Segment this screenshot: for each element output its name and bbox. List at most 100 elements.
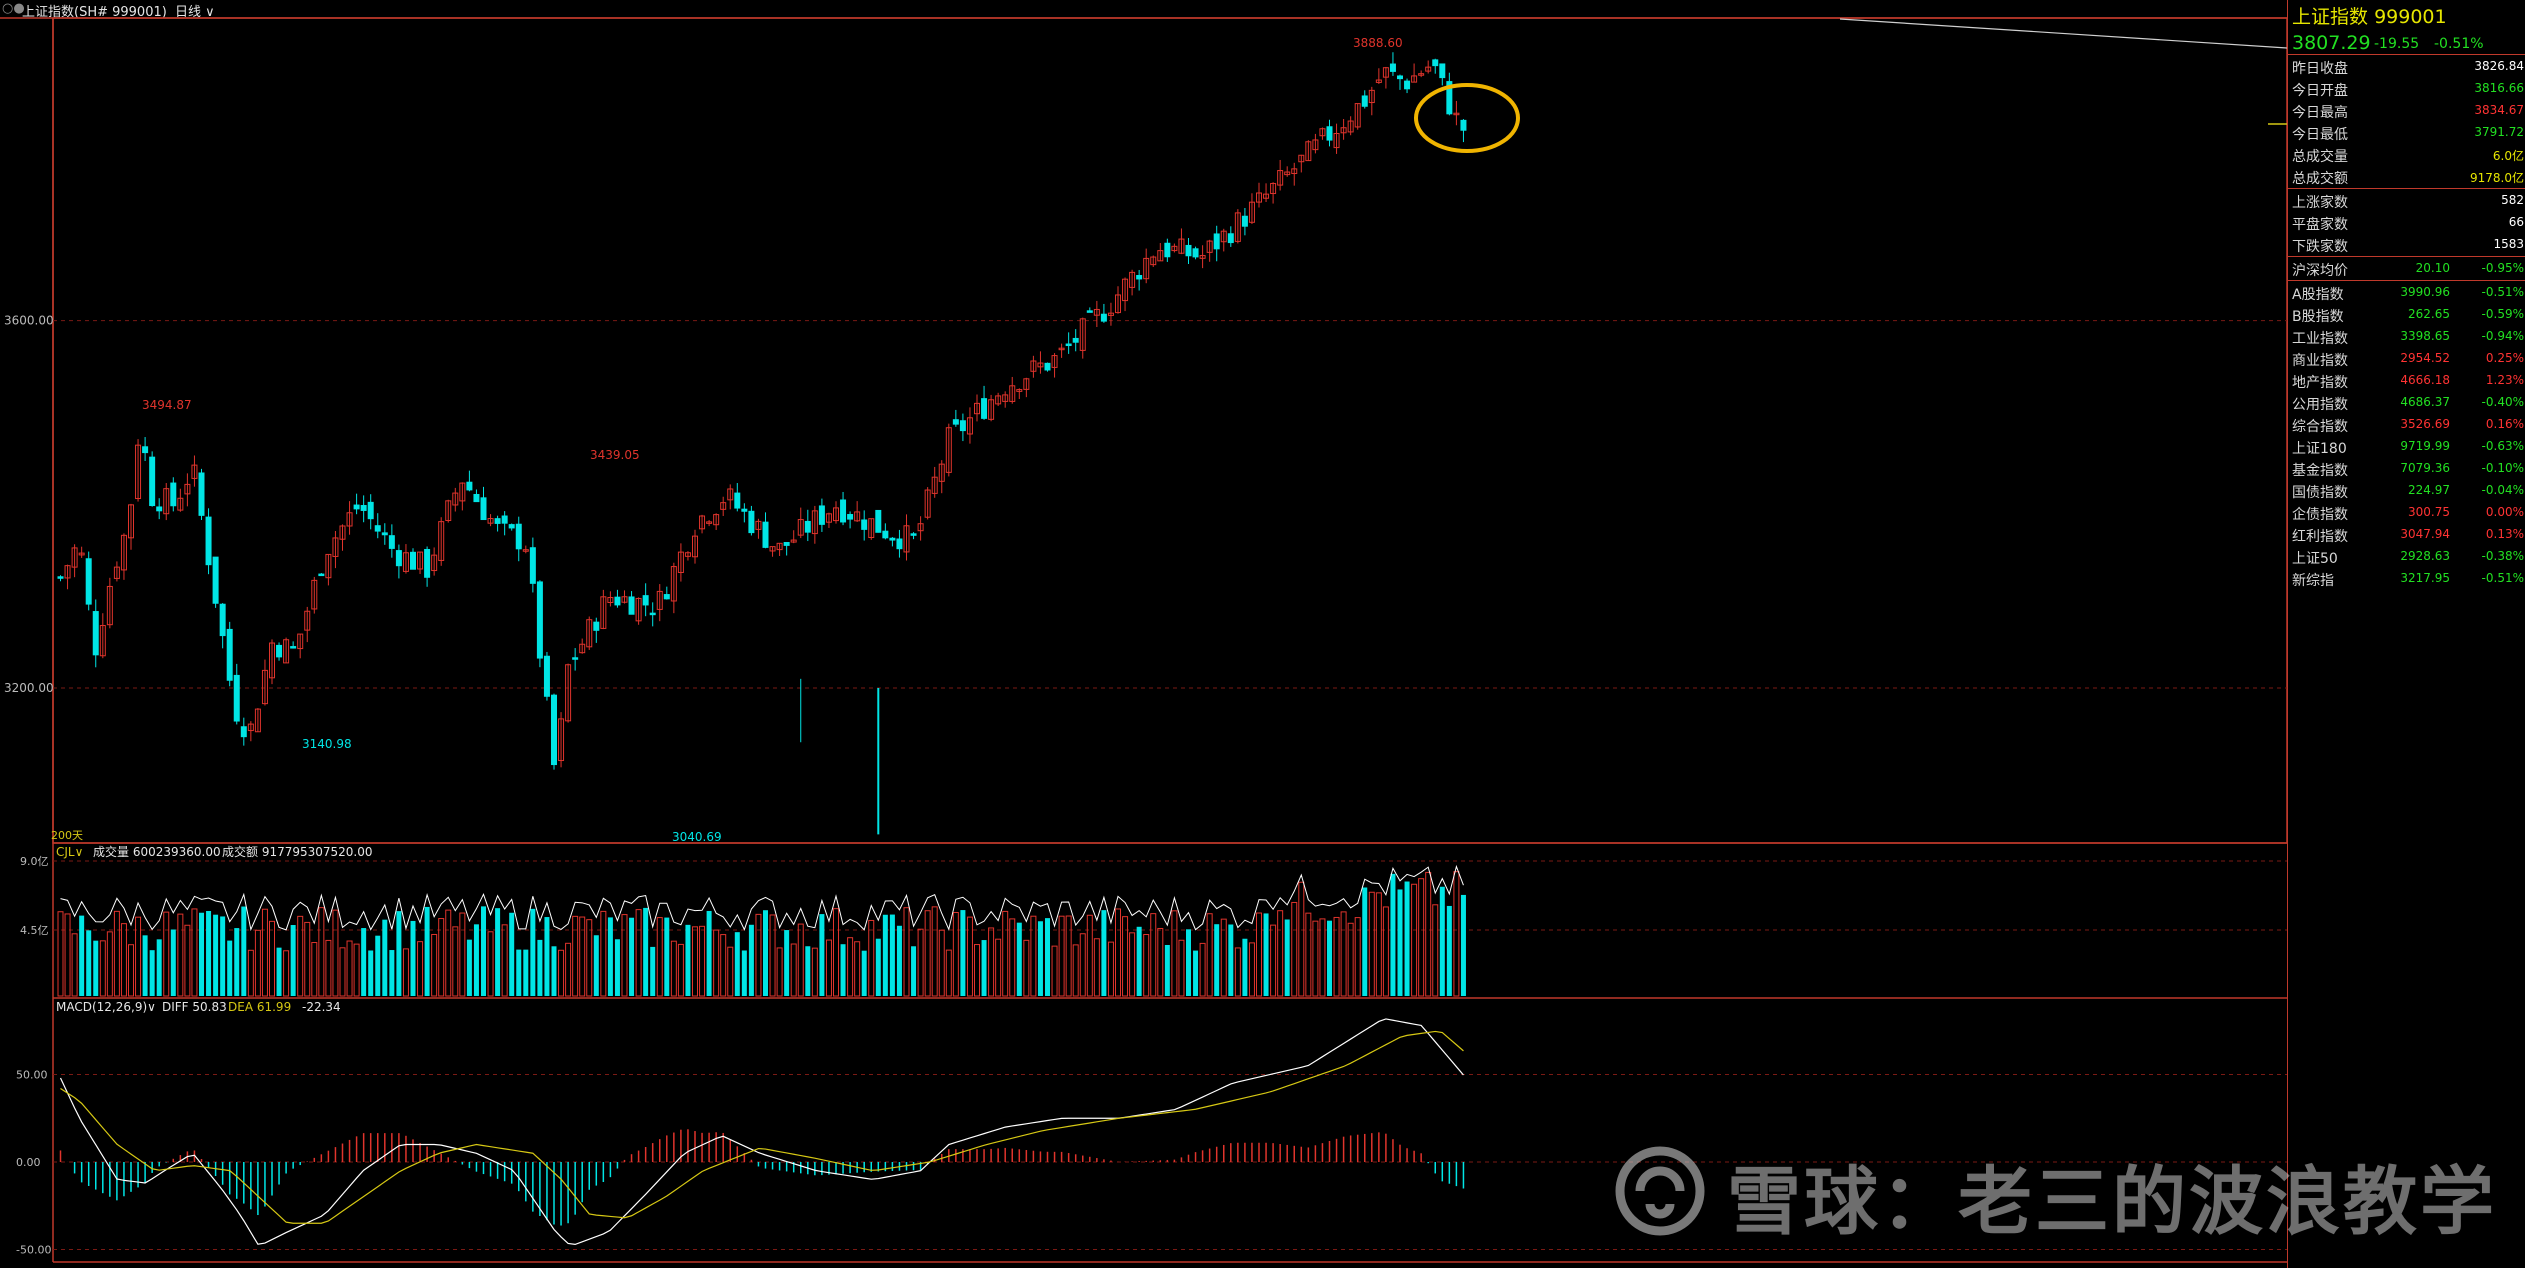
candle-body: [642, 595, 649, 606]
candle-body: [635, 597, 642, 622]
volume-bar: [1072, 944, 1079, 997]
candle-body: [1270, 182, 1277, 195]
volume-bar: [1411, 883, 1418, 997]
price-change: -19.55: [2374, 36, 2420, 52]
volume-bar: [495, 908, 501, 996]
stat-row: 今日最高 3834.67: [2288, 100, 2525, 122]
candle-body: [910, 533, 917, 536]
candle-body: [402, 552, 409, 572]
volume-bar: [544, 917, 550, 996]
candle-body: [1002, 394, 1009, 402]
stat-value: 262.65: [2408, 307, 2450, 321]
volume-bar: [572, 915, 579, 997]
candle-body: [1248, 201, 1255, 223]
volume-bar: [699, 925, 706, 997]
volume-bar: [670, 940, 677, 997]
candle-body: [797, 519, 804, 536]
volume-bar: [1002, 910, 1009, 997]
candle-body: [501, 515, 508, 524]
volume-bar: [227, 940, 233, 996]
volume-bar: [523, 949, 529, 996]
stat-value: 3990.96: [2400, 285, 2450, 299]
period-label: 日线: [175, 5, 202, 20]
candle-body: [212, 556, 219, 604]
volume-value: 成交量 600239360.00: [93, 844, 221, 859]
candle-body: [783, 542, 790, 546]
candle-body: [283, 639, 290, 664]
stat-pct: 1583: [2493, 237, 2524, 251]
candle-body: [1277, 170, 1284, 186]
volume-bar: [1312, 920, 1319, 997]
candle-body: [424, 548, 431, 578]
volume-bar: [748, 924, 754, 996]
stat-label: 公用指数: [2292, 397, 2348, 413]
volume-bar: [593, 935, 599, 996]
stat-label: 平盘家数: [2292, 217, 2348, 233]
candle-body: [621, 596, 628, 603]
candle-body: [1319, 128, 1326, 137]
volume-bar: [769, 914, 776, 997]
volume-bar: [382, 919, 388, 996]
kline-chart[interactable]: 3600.00 3200.00 3494.87 3140.98 3439.05 3040.…: [0, 0, 2287, 1268]
volume-bar: [1186, 929, 1191, 996]
volume-bar: [318, 907, 325, 997]
candle-body: [600, 596, 607, 629]
volume-bar: [1327, 920, 1332, 996]
candle-body: [452, 492, 459, 506]
stat-value: 2954.52: [2400, 351, 2450, 365]
volume-bar: [1065, 915, 1072, 997]
candle-body: [924, 489, 931, 518]
peak-label: 3494.87: [142, 398, 192, 412]
candle-body: [988, 399, 995, 420]
candle-body: [769, 546, 776, 552]
volume-bar: [247, 949, 254, 997]
volume-bar: [868, 919, 875, 997]
volume-bar: [516, 949, 522, 996]
stat-pct: 3826.84: [2474, 59, 2524, 73]
volume-bar: [1347, 922, 1354, 997]
volume-bar: [706, 910, 712, 996]
volume-bar: [565, 942, 572, 997]
stat-label: 企债指数: [2292, 507, 2348, 523]
volume-bar: [530, 908, 536, 996]
volume-bar: [847, 937, 854, 997]
candle-body: [459, 482, 466, 502]
candle-body: [1425, 66, 1432, 72]
stat-label: 地产指数: [2292, 375, 2348, 391]
candle-body: [847, 514, 854, 520]
volume-bar: [1206, 913, 1213, 997]
candle-body: [247, 723, 254, 732]
candle-body: [339, 525, 346, 540]
volume-bar: [501, 924, 508, 997]
volume-bar: [797, 923, 804, 997]
volume-bar: [170, 929, 176, 996]
candle-body: [663, 594, 670, 600]
volume-bar: [1354, 917, 1361, 997]
stat-pct: -0.95%: [2481, 261, 2524, 275]
candle-body: [917, 523, 924, 532]
index-row: 地产指数 4666.18 1.23%: [2288, 370, 2525, 392]
volume-bar: [375, 935, 381, 996]
stat-row: 总成交额 9178.0亿: [2288, 166, 2525, 188]
volume-bar: [1333, 916, 1340, 997]
stat-row: 今日开盘 3816.66: [2288, 78, 2525, 100]
volume-bar: [1362, 887, 1368, 996]
candle-body: [1157, 250, 1164, 262]
stat-label: 红利指数: [2292, 529, 2348, 545]
stat-label: 下跌家数: [2292, 239, 2348, 255]
candle-body: [1439, 63, 1446, 79]
candle-body: [804, 520, 811, 533]
period-selector[interactable]: 日线 ∨: [175, 1, 215, 20]
candle-body: [254, 708, 261, 733]
volume-bar: [156, 939, 162, 996]
dots-icon[interactable]: ○●: [2, 1, 25, 16]
candle-body: [748, 510, 755, 534]
stat-label: A股指数: [2292, 287, 2344, 303]
volume-bar: [142, 935, 148, 996]
stat-label: 总成交量: [2292, 149, 2348, 165]
candle-body: [607, 597, 614, 603]
candle-body: [558, 718, 565, 762]
candle-body: [297, 633, 304, 650]
stat-label: 综合指数: [2292, 419, 2348, 435]
index-row: 综合指数 3526.69 0.16%: [2288, 414, 2525, 436]
